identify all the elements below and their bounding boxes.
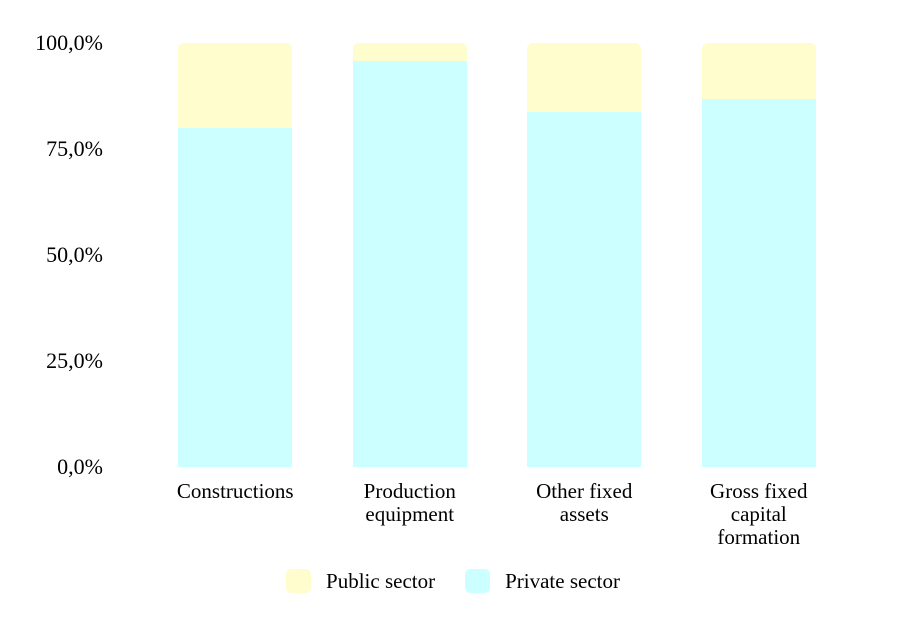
bar-column: [497, 43, 672, 467]
stacked-bar: [701, 43, 816, 467]
bar-segment-public-sector: [178, 43, 293, 129]
x-label-cell: Production equipment: [323, 480, 498, 549]
category-label: Gross fixed capital formation: [710, 479, 808, 549]
legend-item: Public sector: [286, 569, 435, 593]
stacked-bar: [527, 43, 642, 467]
bar-segment-private-sector: [701, 99, 816, 467]
bar-segment-public-sector: [701, 43, 816, 100]
legend-item: Private sector: [465, 569, 620, 593]
y-tick-label: 0,0%: [57, 454, 103, 479]
bar-segment-public-sector: [527, 43, 642, 112]
stacked-bar: [178, 43, 293, 467]
category-label: Constructions: [176, 479, 294, 503]
legend-swatch: [286, 569, 312, 593]
category-label: Other fixed assets: [536, 479, 633, 526]
x-axis-labels: Constructions Production equipment Other f…: [148, 480, 846, 549]
stacked-bar: [352, 43, 467, 467]
legend-label: Public sector: [326, 569, 436, 593]
x-label-cell: Other fixed assets: [497, 480, 672, 549]
legend-label: Private sector: [505, 569, 620, 593]
x-label-cell: Constructions: [148, 480, 323, 549]
bar-column: [672, 43, 847, 467]
y-tick-label: 25,0%: [46, 348, 103, 373]
category-label: Production equipment: [363, 479, 456, 526]
y-tick-label: 75,0%: [46, 136, 103, 161]
bar-segment-private-sector: [352, 60, 467, 467]
bar-segment-public-sector: [352, 43, 467, 61]
plot-area: [148, 43, 846, 467]
legend: Public sector Private sector: [0, 569, 906, 593]
bar-column: [148, 43, 323, 467]
x-label-cell: Gross fixed capital formation: [672, 480, 847, 549]
bar-segment-private-sector: [527, 111, 642, 467]
bar-segment-private-sector: [178, 128, 293, 467]
y-tick-label: 50,0%: [46, 242, 103, 267]
y-tick-label: 100,0%: [35, 30, 103, 55]
bar-column: [323, 43, 498, 467]
legend-swatch: [465, 569, 491, 593]
